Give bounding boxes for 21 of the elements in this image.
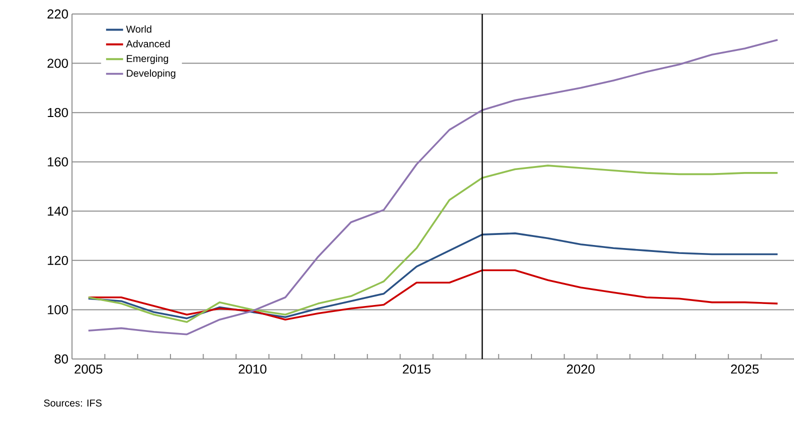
y-tick-label: 140 <box>48 206 68 216</box>
legend-label: World <box>126 25 152 33</box>
legend-label: Developing <box>126 69 176 79</box>
x-tick-label: 2025 <box>731 364 759 374</box>
line-series <box>88 164 779 323</box>
x-tick-label: 2010 <box>238 364 266 374</box>
legend-label: Advanced <box>126 40 170 48</box>
source-note: Sources: IFS <box>44 400 102 407</box>
y-tick-label: 100 <box>48 305 68 314</box>
y-tick-label: 180 <box>48 108 68 118</box>
y-tick-label: 160 <box>48 157 68 166</box>
x-tick-label: 2020 <box>566 364 595 374</box>
y-tick-label: 80 <box>54 354 68 364</box>
line-series <box>88 269 779 320</box>
y-tick-label: 120 <box>48 256 68 266</box>
x-tick-label: 2015 <box>402 364 430 374</box>
y-tick-label: 220 <box>48 9 68 19</box>
legend-label: Emerging <box>126 54 168 64</box>
y-tick-label: 200 <box>48 58 68 68</box>
line-series <box>88 38 779 336</box>
x-tick-label: 2005 <box>74 364 102 374</box>
